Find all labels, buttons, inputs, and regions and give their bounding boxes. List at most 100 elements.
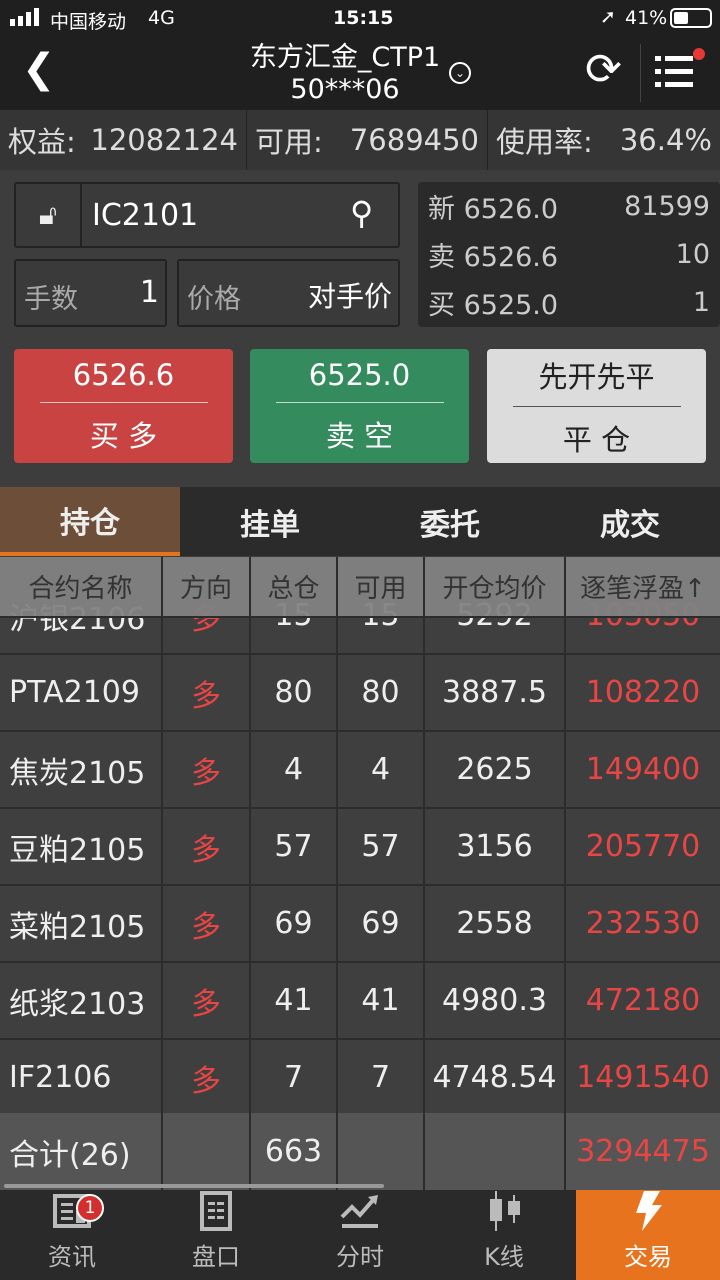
ask-volume: 10 [675,238,710,270]
cell-available: 80 [338,655,425,730]
cell-direction: 多 [163,1040,251,1115]
broker-name: 东方汇金_CTP1 [249,42,441,73]
available-label: 可用: [255,125,323,159]
equity-label: 权益: [8,125,76,159]
news-badge: 1 [76,1194,104,1222]
total-qty: 663 [251,1113,338,1190]
status-bar: 中国移动 4G 15:15 ➚ 41% [0,0,720,36]
table-row[interactable]: 焦炭2105 多 4 4 2625 149400 [0,732,720,809]
cell-contract: 菜粕2105 [0,886,163,961]
positions-table[interactable]: 沪银2106多15155292103050PTA2109多80803887.51… [0,557,720,1190]
contract-input[interactable]: IC2101 [92,198,199,233]
tab-trades[interactable]: 成交 [600,507,660,543]
cell-direction: 多 [163,809,251,884]
nav-label: 分时 [336,1243,384,1271]
table-header: 合约名称 方向 总仓 可用 开仓均价 逐笔浮盈↑ [0,557,720,618]
intraday-chart-icon [340,1195,378,1228]
clock: 15:15 [333,7,394,29]
quantity-value[interactable]: 1 [139,275,159,310]
nav-orderbook[interactable]: 盘口 [144,1190,288,1280]
battery-percent: 41% [625,7,668,29]
battery-icon [670,8,712,28]
cell-total: 69 [251,886,338,961]
tab-bar: 持仓 挂单 委托 成交 [0,487,720,556]
cell-direction: 多 [163,963,251,1038]
nav-label: 资讯 [48,1243,96,1271]
table-row[interactable]: 纸浆2103 多 41 41 4980.3 472180 [0,963,720,1040]
total-row: 合计(26) 663 3294475 [0,1113,720,1190]
nav-news[interactable]: 1 资讯 [0,1190,144,1280]
back-icon[interactable]: ❮ [22,46,56,92]
refresh-icon[interactable]: ⟳ [585,44,622,95]
cell-contract: 纸浆2103 [0,963,163,1038]
price-field[interactable]: 价格 对手价 [177,259,400,327]
unlock-icon[interactable]: 🔓︎ [16,184,82,246]
cell-total: 80 [251,655,338,730]
cell-avg-price: 3887.5 [425,655,566,730]
col-avg-price[interactable]: 开仓均价 [425,557,566,616]
close-label: 平 仓 [562,422,631,457]
carrier: 中国移动 [50,11,127,33]
col-contract[interactable]: 合约名称 [0,557,163,616]
cell-available: 7 [338,1040,425,1115]
col-available[interactable]: 可用 [338,557,425,616]
location-icon: ➚ [600,6,616,28]
scrollbar[interactable] [4,1184,384,1188]
quantity-label: 手数 [24,284,78,315]
nav-trade[interactable]: 交易 [576,1190,720,1280]
cell-contract: PTA2109 [0,655,163,730]
table-row[interactable]: 菜粕2105 多 69 69 2558 232530 [0,886,720,963]
tab-pending[interactable]: 挂单 [240,507,300,543]
close-position-button[interactable]: 先开先平平 仓 [487,349,706,463]
nav-intraday[interactable]: 分时 [288,1190,432,1280]
table-row[interactable]: PTA2109 多 80 80 3887.5 108220 [0,655,720,732]
close-mode: 先开先平 [538,359,655,394]
col-pnl[interactable]: 逐笔浮盈↑ [580,574,706,604]
ask-price: 6526.6 [463,241,559,273]
buy-long-button[interactable]: 6526.6 买 多 [14,349,233,463]
col-direction[interactable]: 方向 [163,557,251,616]
tab-orders[interactable]: 委托 [420,507,480,543]
usage-label: 使用率: [496,125,593,159]
ask-label: 卖 [428,241,455,273]
cell-avg-price: 4748.54 [425,1040,566,1115]
cell-avg-price: 4980.3 [425,963,566,1038]
search-icon[interactable]: ⚲ [350,194,374,232]
candlestick-icon [490,1191,520,1231]
nav-label: 交易 [624,1243,672,1271]
sell-short-button[interactable]: 6525.0 卖 空 [250,349,469,463]
bid-price: 6525.0 [463,289,559,321]
cell-available: 4 [338,732,425,807]
tab-positions[interactable]: 持仓 [0,487,180,556]
cell-available: 57 [338,809,425,884]
equity-value: 12082124 [90,123,238,157]
divider [640,44,641,102]
cell-pnl: 108220 [585,675,701,710]
price-value[interactable]: 对手价 [307,280,392,313]
col-total[interactable]: 总仓 [251,557,338,616]
buy-label: 买 多 [89,418,158,453]
cell-direction: 多 [163,732,251,807]
account-summary: 权益: 12082124 可用: 7689450 使用率: 36.4% [0,110,720,170]
table-row[interactable]: 豆粕2105 多 57 57 3156 205770 [0,809,720,886]
account-title[interactable]: 东方汇金_CTP1 50***06 [200,42,490,106]
last-label: 新 [428,193,455,225]
sell-price: 6525.0 [308,357,411,392]
quantity-field[interactable]: 手数 1 [14,259,167,327]
cell-pnl: 1491540 [576,1060,710,1095]
cell-available: 69 [338,886,425,961]
chevron-down-icon[interactable]: ⌄ [449,62,471,84]
nav-kline[interactable]: K线 [432,1190,576,1280]
cell-available: 41 [338,963,425,1038]
cell-avg-price: 2625 [425,732,566,807]
cell-pnl: 232530 [585,906,701,941]
table-row[interactable]: IF2106 多 7 7 4748.54 1491540 [0,1040,720,1117]
nav-label: 盘口 [192,1243,240,1271]
cell-total: 57 [251,809,338,884]
cell-avg-price: 2558 [425,886,566,961]
signal-icon [10,8,39,26]
contract-search[interactable]: 🔓︎ IC2101 ⚲ [14,182,400,248]
cell-direction: 多 [163,886,251,961]
buy-price: 6526.6 [72,357,175,392]
cell-pnl: 472180 [585,983,701,1018]
